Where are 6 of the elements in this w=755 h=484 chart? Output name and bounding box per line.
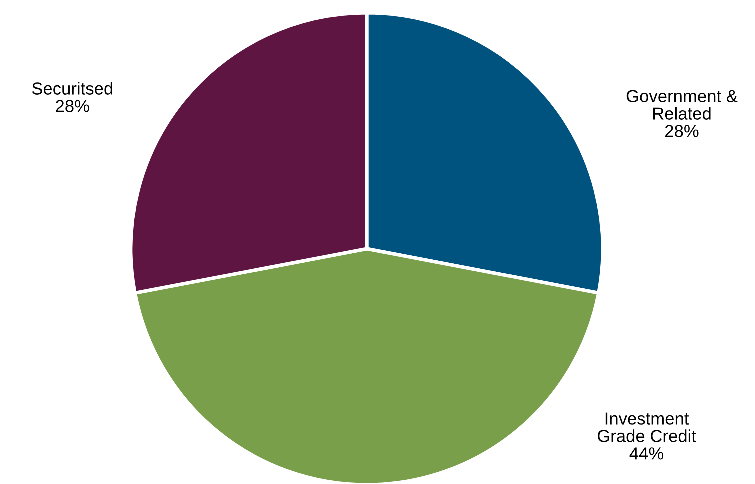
data-label: 28% (56, 100, 90, 112)
data-label: 28% (665, 125, 699, 138)
slice-label: Securitsed (32, 82, 113, 95)
slice-label: Investment Grade Credit (598, 412, 696, 442)
data-label: 44% (630, 448, 664, 460)
slice-label: Government & Related (626, 90, 738, 120)
